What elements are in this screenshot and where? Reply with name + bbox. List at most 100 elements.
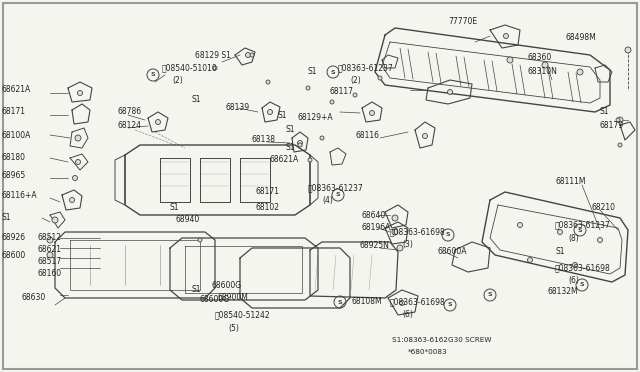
- Text: S1: S1: [600, 108, 609, 116]
- Text: 68517: 68517: [38, 257, 62, 266]
- Circle shape: [298, 143, 302, 147]
- Text: Ⓝ08363-61237: Ⓝ08363-61237: [308, 183, 364, 192]
- Circle shape: [75, 135, 81, 141]
- Circle shape: [598, 237, 602, 243]
- Circle shape: [268, 109, 273, 115]
- Text: 68600G: 68600G: [200, 295, 230, 305]
- Circle shape: [616, 118, 620, 122]
- Text: *680*0083: *680*0083: [408, 349, 447, 355]
- Text: S1: S1: [555, 247, 564, 257]
- Circle shape: [298, 141, 303, 145]
- Text: 68116+A: 68116+A: [2, 192, 38, 201]
- Circle shape: [47, 252, 53, 258]
- Text: (3): (3): [402, 240, 413, 248]
- Text: 68139: 68139: [225, 103, 249, 112]
- Text: 68621: 68621: [38, 246, 62, 254]
- Text: 68512: 68512: [38, 234, 62, 243]
- Circle shape: [542, 62, 548, 68]
- Text: S1:08363-6162G30 SCREW: S1:08363-6162G30 SCREW: [392, 337, 492, 343]
- Text: 68926: 68926: [2, 234, 26, 243]
- Text: 68640: 68640: [362, 211, 387, 219]
- Text: 68117: 68117: [330, 87, 354, 96]
- Circle shape: [557, 230, 563, 234]
- Circle shape: [617, 117, 623, 123]
- Text: 68108M: 68108M: [352, 298, 383, 307]
- Text: S: S: [578, 228, 582, 232]
- Text: S1: S1: [285, 144, 294, 153]
- Text: 68925N: 68925N: [360, 241, 390, 250]
- Text: 68171: 68171: [2, 108, 26, 116]
- Text: 68600: 68600: [2, 250, 26, 260]
- Text: 68786: 68786: [118, 108, 142, 116]
- Text: 68498M: 68498M: [565, 33, 596, 42]
- Text: 68965: 68965: [2, 170, 26, 180]
- Circle shape: [250, 53, 254, 57]
- Circle shape: [625, 47, 631, 53]
- Text: 68124: 68124: [118, 122, 142, 131]
- Text: Ⓝ08363-61698: Ⓝ08363-61698: [390, 228, 445, 237]
- Circle shape: [447, 90, 452, 94]
- Circle shape: [392, 229, 398, 235]
- Text: 77770E: 77770E: [448, 17, 477, 26]
- Circle shape: [246, 52, 250, 58]
- Text: 68160: 68160: [38, 269, 62, 279]
- Text: 68100A: 68100A: [2, 131, 31, 140]
- Text: 68138: 68138: [252, 135, 276, 144]
- Circle shape: [76, 160, 81, 164]
- Text: (2): (2): [350, 76, 361, 84]
- Text: S: S: [488, 292, 492, 298]
- Text: 68111M: 68111M: [555, 177, 586, 186]
- Text: Ⓝ08363-61237: Ⓝ08363-61237: [555, 221, 611, 230]
- Text: S: S: [338, 299, 342, 305]
- Text: S1: S1: [192, 96, 202, 105]
- Text: Ⓝ08363-61698: Ⓝ08363-61698: [390, 298, 445, 307]
- Text: 68196A: 68196A: [362, 224, 392, 232]
- Circle shape: [52, 217, 58, 223]
- Circle shape: [378, 76, 382, 80]
- Circle shape: [518, 222, 522, 228]
- Circle shape: [156, 119, 161, 125]
- Circle shape: [308, 158, 312, 162]
- Text: (5): (5): [228, 324, 239, 333]
- Circle shape: [47, 237, 53, 243]
- Text: 68116: 68116: [355, 131, 379, 140]
- Text: 68360: 68360: [528, 54, 552, 62]
- Text: 68621A: 68621A: [2, 86, 31, 94]
- Text: (6): (6): [568, 276, 579, 285]
- Circle shape: [527, 257, 532, 263]
- Circle shape: [266, 80, 270, 84]
- Text: S: S: [150, 73, 156, 77]
- Circle shape: [320, 136, 324, 140]
- Circle shape: [577, 69, 583, 75]
- Text: 68621A: 68621A: [270, 155, 300, 164]
- Text: (8): (8): [568, 234, 579, 243]
- Circle shape: [330, 100, 334, 104]
- Text: S1: S1: [170, 203, 179, 212]
- Text: Ⓝ08540-51242: Ⓝ08540-51242: [215, 311, 271, 320]
- Circle shape: [507, 57, 513, 63]
- Text: S1: S1: [308, 67, 317, 77]
- Circle shape: [213, 66, 217, 70]
- Circle shape: [77, 90, 83, 96]
- Circle shape: [70, 198, 74, 202]
- Text: 68132M: 68132M: [548, 288, 579, 296]
- Text: 68940: 68940: [175, 215, 199, 224]
- Text: S1: S1: [278, 110, 287, 119]
- Text: S1: S1: [285, 125, 294, 135]
- Text: S: S: [331, 70, 335, 74]
- Circle shape: [392, 215, 398, 221]
- Text: 68210: 68210: [592, 203, 616, 212]
- Text: 68171: 68171: [255, 187, 279, 196]
- Circle shape: [399, 301, 404, 305]
- Text: S1: S1: [2, 214, 12, 222]
- Circle shape: [422, 134, 428, 138]
- Circle shape: [573, 263, 577, 267]
- Text: 68129+A: 68129+A: [298, 113, 333, 122]
- Text: Ⓝ08363-61698: Ⓝ08363-61698: [555, 263, 611, 273]
- Text: 68900M: 68900M: [218, 294, 249, 302]
- Text: 68129 S1: 68129 S1: [195, 51, 231, 60]
- Text: 68310N: 68310N: [528, 67, 558, 77]
- Circle shape: [306, 86, 310, 90]
- Text: 68600A: 68600A: [438, 247, 467, 257]
- Circle shape: [369, 110, 374, 115]
